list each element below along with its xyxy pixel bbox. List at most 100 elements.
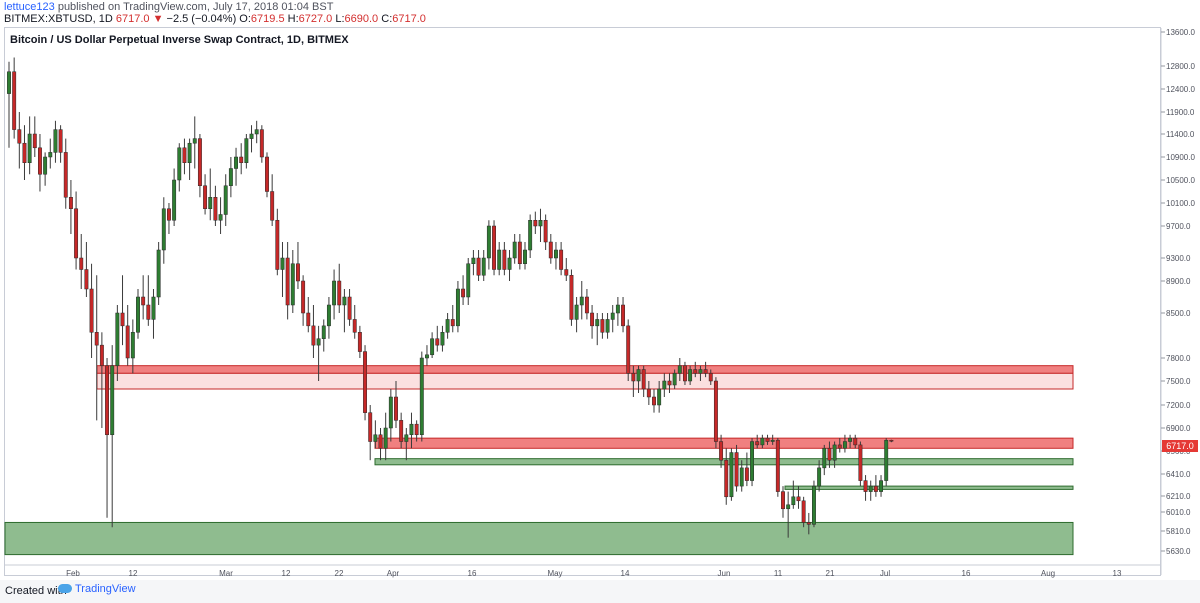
x-tick-label: 16 [468, 569, 477, 578]
candle-body [425, 354, 429, 359]
candle-body [636, 369, 641, 382]
y-tick-label: 6210.0 [1166, 492, 1191, 501]
x-tick-label: 12 [129, 569, 138, 578]
candle-body [554, 249, 558, 259]
candle-body [739, 467, 744, 487]
x-tick-label: May [547, 569, 562, 578]
candle-body [662, 380, 667, 390]
x-tick-label: Jun [718, 569, 731, 578]
candle-body [203, 185, 208, 209]
candle-body [352, 319, 357, 333]
candle-body [311, 325, 316, 346]
candle-body [172, 179, 177, 221]
candle-body [182, 147, 187, 164]
candle-body [750, 441, 754, 481]
last-price-tag: 6717.0 [1162, 440, 1198, 452]
candle-body [812, 485, 816, 525]
y-tick-label: 8900.0 [1166, 277, 1191, 286]
candle-body [404, 434, 409, 442]
candle-body [889, 439, 894, 442]
candle-body [419, 357, 424, 436]
candle-body [837, 444, 842, 449]
candle-body [296, 263, 300, 282]
publish-text: published on TradingView.com, July 17, 2… [54, 1, 334, 13]
y-tick-label: 12400.0 [1166, 85, 1195, 94]
candle-body [827, 448, 832, 461]
candle-body [141, 296, 146, 306]
open-label: O: [239, 13, 251, 25]
y-tick-label: 6900.0 [1166, 424, 1191, 433]
zone-support [784, 485, 1074, 490]
candle-body [626, 325, 631, 374]
candle-body [445, 319, 450, 333]
candle-body [99, 344, 104, 366]
x-tick-label: 11 [774, 569, 783, 578]
candle-body [703, 369, 708, 374]
close-value: 6717.0 [392, 13, 426, 25]
candle-body [548, 241, 553, 259]
candle-body [652, 396, 656, 406]
candle-body [316, 338, 321, 346]
candle-body [399, 420, 404, 442]
candle-body [43, 156, 48, 175]
candle-body [321, 325, 326, 339]
candle-body [17, 129, 22, 144]
candle-body [435, 338, 440, 346]
publish-header: lettuce123 published on TradingView.com,… [0, 0, 1200, 26]
candle-body [63, 152, 68, 198]
candle-body [801, 500, 806, 523]
candle-body [884, 439, 889, 481]
candle-body [781, 491, 785, 510]
candle-body [822, 448, 827, 469]
candle-body [275, 220, 280, 270]
candle-body [79, 257, 84, 270]
candle-body [471, 257, 476, 264]
y-tick-label: 13600.0 [1166, 28, 1195, 37]
low-label: L: [332, 13, 345, 25]
tradingview-logo[interactable]: TradingView [58, 583, 136, 595]
candle-body [192, 138, 197, 144]
candle-body [94, 332, 99, 346]
candle-body [533, 220, 538, 227]
candle-body [502, 249, 507, 270]
author-link[interactable]: lettuce123 [4, 1, 55, 13]
zone-resistance [96, 365, 1074, 374]
candle-body [770, 439, 775, 442]
candle-body [332, 280, 337, 306]
candle-body [719, 441, 724, 461]
candle-body [868, 485, 873, 492]
candle-body [285, 257, 290, 306]
candle-body [863, 480, 868, 492]
brand-label: TradingView [75, 583, 136, 595]
candle-body [306, 312, 311, 327]
candle-body [760, 437, 765, 446]
candle-body [853, 437, 858, 446]
candle-body [646, 388, 651, 398]
last-price: 6717.0 [115, 13, 150, 25]
candle-body [595, 319, 600, 327]
candle-body [677, 365, 682, 374]
candle-body [223, 185, 228, 215]
candle-body [517, 241, 522, 264]
candle-body [590, 312, 595, 327]
candle-body [259, 129, 264, 158]
candle-body [538, 220, 543, 227]
footer: Created with TradingView [0, 580, 1200, 603]
candle-body [394, 396, 398, 421]
symbol-label: BITMEX:XBTUSD, 1D [4, 13, 116, 25]
candle-body [858, 444, 863, 481]
candle-body [615, 304, 620, 314]
candle-body [363, 351, 367, 413]
created-with-label: Created with [5, 585, 67, 597]
candle-body [481, 257, 486, 276]
candle-body [450, 319, 455, 327]
candle-body [528, 220, 533, 251]
y-tick-label: 7500.0 [1166, 377, 1191, 386]
candle-body [409, 423, 414, 436]
candle-body [734, 452, 739, 487]
candle-body [600, 319, 605, 333]
candle-body [543, 220, 548, 243]
candle-body [641, 369, 646, 390]
candle-body [130, 332, 135, 359]
